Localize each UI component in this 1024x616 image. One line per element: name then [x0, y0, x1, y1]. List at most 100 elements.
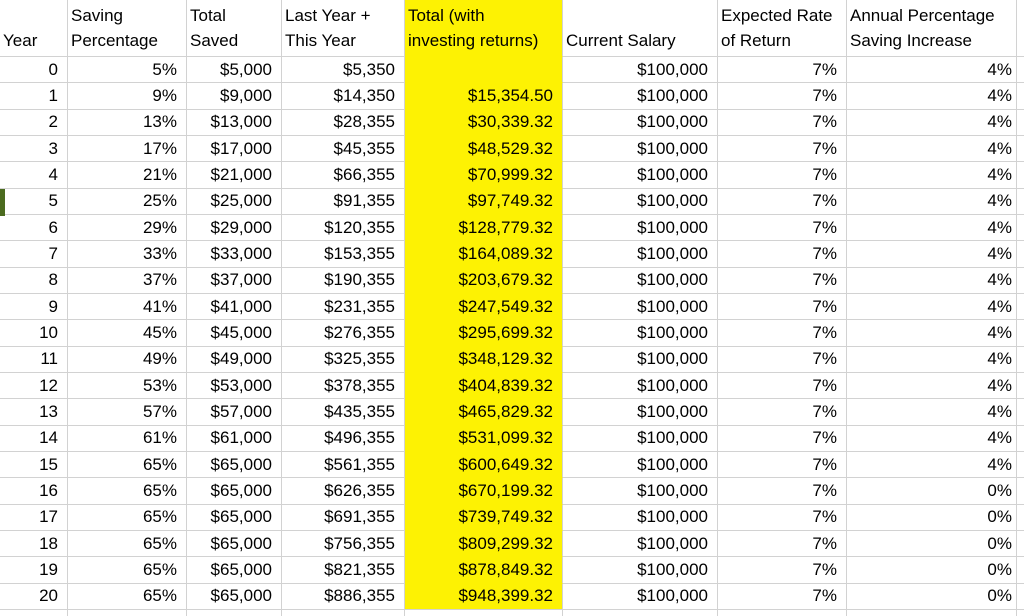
filler-cell[interactable] [1017, 557, 1024, 584]
cell-year-year-14[interactable]: 14 [0, 425, 68, 452]
cell-saving-percentage-year-5[interactable]: 25% [68, 188, 187, 215]
cell-current-salary-year-14[interactable]: $100,000 [563, 425, 718, 452]
cell-current-salary-year-8[interactable]: $100,000 [563, 267, 718, 294]
cell-year-year-12[interactable]: 12 [0, 372, 68, 400]
cell-annual-percentage-saving-increase-year-8[interactable]: 4% [847, 267, 1017, 294]
cell-saving-percentage-year-11[interactable]: 49% [68, 346, 187, 373]
cell-expected-rate-of-return-year-7[interactable]: 7% [718, 241, 847, 268]
cell-annual-percentage-saving-increase-year-2[interactable]: 4% [847, 109, 1017, 136]
cell-current-salary-year-20[interactable]: $100,000 [563, 583, 718, 610]
cell-current-salary-year-15[interactable]: $100,000 [563, 451, 718, 479]
cell-expected-rate-of-return-year-19[interactable]: 7% [718, 557, 847, 584]
filler-cell[interactable] [1017, 83, 1024, 110]
cell-saving-percentage-year-0[interactable]: 5% [68, 57, 187, 84]
cell-current-salary-year-2[interactable]: $100,000 [563, 109, 718, 136]
cell-expected-rate-of-return-year-18[interactable]: 7% [718, 530, 847, 558]
cell-annual-percentage-saving-increase-year-17[interactable]: 0% [847, 504, 1017, 531]
cell-total-saved-year-2[interactable]: $13,000 [187, 109, 282, 136]
cell-total-with-investing-returns-year-5[interactable]: $97,749.32 [405, 188, 563, 215]
cell-last-year-plus-this-year-year-17[interactable]: $691,355 [282, 504, 405, 531]
cell-current-salary-year-19[interactable]: $100,000 [563, 557, 718, 584]
cell-year-year-20[interactable]: 20 [0, 583, 68, 610]
cell-last-year-plus-this-year-year-5[interactable]: $91,355 [282, 188, 405, 215]
cell-expected-rate-of-return-year-12[interactable]: 7% [718, 372, 847, 400]
partial-row-cell[interactable] [282, 609, 405, 616]
cell-expected-rate-of-return-year-13[interactable]: 7% [718, 399, 847, 426]
cell-last-year-plus-this-year-year-0[interactable]: $5,350 [282, 57, 405, 84]
cell-last-year-plus-this-year-year-1[interactable]: $14,350 [282, 83, 405, 110]
filler-cell[interactable] [1017, 293, 1024, 321]
cell-total-saved-year-20[interactable]: $65,000 [187, 583, 282, 610]
filler-cell[interactable] [1017, 267, 1024, 294]
cell-total-with-investing-returns-year-16[interactable]: $670,199.32 [405, 478, 563, 505]
cell-total-saved-year-11[interactable]: $49,000 [187, 346, 282, 373]
partial-row-cell[interactable] [187, 609, 282, 616]
partial-row-cell[interactable] [847, 609, 1017, 616]
cell-annual-percentage-saving-increase-year-5[interactable]: 4% [847, 188, 1017, 215]
cell-annual-percentage-saving-increase-year-15[interactable]: 4% [847, 451, 1017, 479]
cell-total-saved-year-7[interactable]: $33,000 [187, 241, 282, 268]
cell-annual-percentage-saving-increase-year-11[interactable]: 4% [847, 346, 1017, 373]
cell-annual-percentage-saving-increase-year-14[interactable]: 4% [847, 425, 1017, 452]
cell-last-year-plus-this-year-year-16[interactable]: $626,355 [282, 478, 405, 505]
cell-current-salary-year-16[interactable]: $100,000 [563, 478, 718, 505]
cell-current-salary-year-12[interactable]: $100,000 [563, 372, 718, 400]
cell-current-salary-year-4[interactable]: $100,000 [563, 162, 718, 189]
cell-total-saved-year-1[interactable]: $9,000 [187, 83, 282, 110]
cell-saving-percentage-year-2[interactable]: 13% [68, 109, 187, 136]
cell-year-year-0[interactable]: 0 [0, 57, 68, 84]
partial-row-cell[interactable] [1017, 609, 1024, 616]
column-header-year[interactable]: Year [0, 0, 68, 57]
cell-year-year-15[interactable]: 15 [0, 451, 68, 479]
filler-cell[interactable] [1017, 504, 1024, 531]
cell-annual-percentage-saving-increase-year-0[interactable]: 4% [847, 57, 1017, 84]
filler-header-cell[interactable] [1017, 0, 1024, 57]
cell-annual-percentage-saving-increase-year-13[interactable]: 4% [847, 399, 1017, 426]
column-header-total-with-investing-returns[interactable]: Total (with investing returns) [405, 0, 563, 57]
cell-total-saved-year-18[interactable]: $65,000 [187, 530, 282, 558]
cell-last-year-plus-this-year-year-3[interactable]: $45,355 [282, 135, 405, 163]
cell-current-salary-year-1[interactable]: $100,000 [563, 83, 718, 110]
cell-current-salary-year-7[interactable]: $100,000 [563, 241, 718, 268]
cell-saving-percentage-year-7[interactable]: 33% [68, 241, 187, 268]
cell-total-saved-year-9[interactable]: $41,000 [187, 293, 282, 321]
filler-cell[interactable] [1017, 320, 1024, 347]
partial-row-cell[interactable] [718, 609, 847, 616]
cell-year-year-3[interactable]: 3 [0, 135, 68, 163]
partial-row-cell[interactable] [563, 609, 718, 616]
cell-year-year-5[interactable]: 5 [0, 188, 68, 215]
cell-saving-percentage-year-17[interactable]: 65% [68, 504, 187, 531]
cell-total-saved-year-10[interactable]: $45,000 [187, 320, 282, 347]
partial-row-cell[interactable] [0, 609, 68, 616]
cell-total-with-investing-returns-year-14[interactable]: $531,099.32 [405, 425, 563, 452]
cell-saving-percentage-year-15[interactable]: 65% [68, 451, 187, 479]
cell-expected-rate-of-return-year-16[interactable]: 7% [718, 478, 847, 505]
cell-total-with-investing-returns-year-8[interactable]: $203,679.32 [405, 267, 563, 294]
cell-last-year-plus-this-year-year-8[interactable]: $190,355 [282, 267, 405, 294]
cell-expected-rate-of-return-year-15[interactable]: 7% [718, 451, 847, 479]
filler-cell[interactable] [1017, 478, 1024, 505]
cell-saving-percentage-year-10[interactable]: 45% [68, 320, 187, 347]
cell-last-year-plus-this-year-year-11[interactable]: $325,355 [282, 346, 405, 373]
cell-current-salary-year-5[interactable]: $100,000 [563, 188, 718, 215]
cell-last-year-plus-this-year-year-2[interactable]: $28,355 [282, 109, 405, 136]
filler-cell[interactable] [1017, 135, 1024, 163]
cell-year-year-17[interactable]: 17 [0, 504, 68, 531]
cell-saving-percentage-year-14[interactable]: 61% [68, 425, 187, 452]
cell-saving-percentage-year-19[interactable]: 65% [68, 557, 187, 584]
cell-total-with-investing-returns-year-17[interactable]: $739,749.32 [405, 504, 563, 531]
cell-annual-percentage-saving-increase-year-3[interactable]: 4% [847, 135, 1017, 163]
filler-cell[interactable] [1017, 109, 1024, 136]
cell-year-year-11[interactable]: 11 [0, 346, 68, 373]
cell-total-with-investing-returns-year-2[interactable]: $30,339.32 [405, 109, 563, 136]
filler-cell[interactable] [1017, 399, 1024, 426]
cell-year-year-2[interactable]: 2 [0, 109, 68, 136]
column-header-last-year-plus-this-year[interactable]: Last Year + This Year [282, 0, 405, 57]
cell-annual-percentage-saving-increase-year-10[interactable]: 4% [847, 320, 1017, 347]
cell-year-year-13[interactable]: 13 [0, 399, 68, 426]
cell-total-with-investing-returns-year-1[interactable]: $15,354.50 [405, 83, 563, 110]
cell-year-year-4[interactable]: 4 [0, 162, 68, 189]
cell-year-year-8[interactable]: 8 [0, 267, 68, 294]
cell-last-year-plus-this-year-year-15[interactable]: $561,355 [282, 451, 405, 479]
cell-total-saved-year-4[interactable]: $21,000 [187, 162, 282, 189]
